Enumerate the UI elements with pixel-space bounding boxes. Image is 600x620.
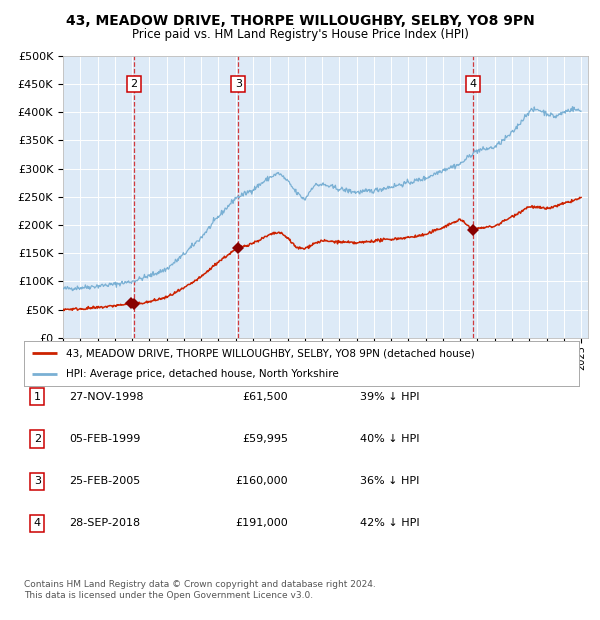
Text: Contains HM Land Registry data © Crown copyright and database right 2024.
This d: Contains HM Land Registry data © Crown c…	[24, 580, 376, 600]
Text: 42% ↓ HPI: 42% ↓ HPI	[360, 518, 419, 528]
Text: Price paid vs. HM Land Registry's House Price Index (HPI): Price paid vs. HM Land Registry's House …	[131, 28, 469, 41]
Text: 05-FEB-1999: 05-FEB-1999	[69, 434, 140, 444]
Text: 43, MEADOW DRIVE, THORPE WILLOUGHBY, SELBY, YO8 9PN (detached house): 43, MEADOW DRIVE, THORPE WILLOUGHBY, SEL…	[65, 348, 475, 358]
Text: 3: 3	[34, 476, 41, 486]
Text: 39% ↓ HPI: 39% ↓ HPI	[360, 392, 419, 402]
Text: 43, MEADOW DRIVE, THORPE WILLOUGHBY, SELBY, YO8 9PN: 43, MEADOW DRIVE, THORPE WILLOUGHBY, SEL…	[65, 14, 535, 28]
Text: £61,500: £61,500	[242, 392, 288, 402]
Text: 1: 1	[34, 392, 41, 402]
Text: HPI: Average price, detached house, North Yorkshire: HPI: Average price, detached house, Nort…	[65, 368, 338, 379]
Text: 28-SEP-2018: 28-SEP-2018	[69, 518, 140, 528]
Text: £160,000: £160,000	[235, 476, 288, 486]
Text: 36% ↓ HPI: 36% ↓ HPI	[360, 476, 419, 486]
Text: 40% ↓ HPI: 40% ↓ HPI	[360, 434, 419, 444]
Text: 27-NOV-1998: 27-NOV-1998	[69, 392, 143, 402]
Text: 2: 2	[34, 434, 41, 444]
Text: 4: 4	[34, 518, 41, 528]
Text: £59,995: £59,995	[242, 434, 288, 444]
Text: 25-FEB-2005: 25-FEB-2005	[69, 476, 140, 486]
Text: 2: 2	[130, 79, 137, 89]
Text: £191,000: £191,000	[235, 518, 288, 528]
Text: 3: 3	[235, 79, 242, 89]
Text: 4: 4	[470, 79, 477, 89]
